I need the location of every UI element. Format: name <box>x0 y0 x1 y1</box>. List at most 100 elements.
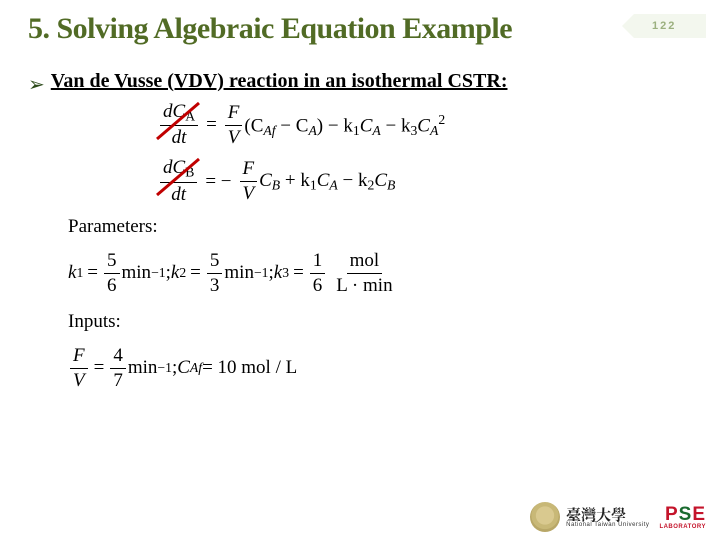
k1-eq: = <box>87 262 98 284</box>
eq1-lhs-fraction: dCA dt <box>160 101 198 149</box>
eq2-k1-sub: 1 <box>310 177 317 192</box>
parameters-label: Parameters: <box>68 216 692 238</box>
k2-unit: min <box>224 262 254 284</box>
eq1-eq-sign: = <box>206 114 217 136</box>
eq2-lhs-den: dt <box>171 184 186 205</box>
fv-val-frac: 4 7 <box>110 345 126 392</box>
eq1-ca-sub2: A <box>372 123 380 138</box>
k1-unit-sup: −1 <box>151 265 166 281</box>
eq2-ca-sub: A <box>329 177 337 192</box>
fv-unit-sup: −1 <box>157 360 172 376</box>
k3-unit-num: mol <box>347 250 383 274</box>
k2-eq: = <box>190 262 201 284</box>
eq1-fv-den: V <box>228 127 240 148</box>
eq2-cb-sub: B <box>272 177 280 192</box>
eq1-lhs-den: dt <box>172 127 187 148</box>
k2-frac: 5 3 <box>207 250 223 297</box>
eq2-cb: C <box>259 170 272 191</box>
eq1-paren-open: (CAf − CA) − k1CA − k3CA2 <box>244 112 445 139</box>
bullet-arrow-icon: ➢ <box>28 72 45 97</box>
eq2-rhs: CB + k1CA − k2CB <box>259 170 395 193</box>
eq1-minus1: − C <box>276 115 309 136</box>
k3-eq: = <box>293 262 304 284</box>
fv-eq: = <box>94 357 105 379</box>
footer: 臺灣大學 National Taiwan University PSE LABO… <box>530 502 706 532</box>
k1-frac: 5 6 <box>104 250 120 297</box>
eq1-lhs-num: dC <box>163 101 185 122</box>
k3-den: 6 <box>310 274 326 297</box>
caf-sym: C <box>177 357 190 379</box>
eq1-fv-fraction: F V <box>225 102 243 149</box>
k2-sym: k <box>171 262 179 284</box>
k1-sym: k <box>68 262 76 284</box>
equations-block: dCA dt = F V (CAf − CA) − k1CA − k3CA2 d… <box>158 101 692 206</box>
ntu-text: 臺灣大學 <box>566 507 649 522</box>
fv-val-den: 7 <box>110 369 126 392</box>
eq2-cb2-sub: B <box>387 177 395 192</box>
bullet-text: Van de Vusse (VDV) reaction in an isothe… <box>51 69 508 94</box>
fv-val-num: 4 <box>110 345 126 369</box>
ntu-text-col: 臺灣大學 National Taiwan University <box>566 507 649 528</box>
eq1-minus2: − k <box>381 115 411 136</box>
eq1-lhs-num-sub: A <box>185 108 195 123</box>
eq2-fv-fraction: F V <box>240 158 258 205</box>
equation-row-2: dCB dt = − F V CB + k1CA − k2CB <box>158 157 692 205</box>
eq1-paren-text1: (C <box>244 115 263 136</box>
eq2-lhs-fraction: dCB dt <box>160 157 197 205</box>
pse-lab: LABORATORY <box>659 524 706 530</box>
eq2-fv-num: F <box>243 158 255 179</box>
caf-val: = 10 mol / L <box>202 357 297 379</box>
eq2-minus: − k <box>338 170 368 191</box>
k1-unit: min <box>122 262 152 284</box>
k2-den: 3 <box>207 274 223 297</box>
fv-frac: F V <box>70 345 88 392</box>
slide-title: 5. Solving Algebraic Equation Example <box>28 12 692 45</box>
k2-sub: 2 <box>179 265 186 281</box>
k3-sym: k <box>274 262 282 284</box>
eq1-caf-sub: Af <box>263 123 275 138</box>
eq1-ca2-sup: 2 <box>438 112 445 127</box>
ntu-block: 臺灣大學 National Taiwan University <box>530 502 649 532</box>
slide: 122 5. Solving Algebraic Equation Exampl… <box>0 0 720 540</box>
eq2-lhs-num-sub: B <box>185 165 194 180</box>
eq2-eq-sign: = − <box>205 171 231 193</box>
eq2-ca: C <box>317 170 330 191</box>
page-number-badge: 122 <box>634 14 706 38</box>
inputs-row: F V = 4 7 min−1 ; CAf = 10 mol / L <box>68 345 692 392</box>
k3-unit-den: L · min <box>333 274 395 297</box>
eq1-fv-num: F <box>228 102 240 123</box>
fv-den: V <box>73 370 85 391</box>
k2-num: 5 <box>207 250 223 274</box>
k3-unit-frac: mol L · min <box>333 250 395 297</box>
page-number: 122 <box>652 20 676 32</box>
inputs-label: Inputs: <box>68 311 692 333</box>
ntu-sub: National Taiwan University <box>566 522 649 528</box>
eq1-k1-sub: 1 <box>353 123 360 138</box>
k3-frac: 1 6 <box>310 250 326 297</box>
k3-num: 1 <box>310 250 326 274</box>
pse-s: S <box>679 504 693 525</box>
eq1-ca2: C <box>417 115 430 136</box>
eq1-ca: C <box>360 115 373 136</box>
pse-letters: PSE <box>665 505 706 524</box>
eq1-ca-sub: A <box>308 123 316 138</box>
caf-sub: Af <box>190 360 202 375</box>
pse-p: P <box>665 504 679 525</box>
eq2-cb2: C <box>374 170 387 191</box>
k1-den: 6 <box>104 274 120 297</box>
k2-unit-sup: −1 <box>254 265 269 281</box>
fv-num: F <box>73 345 85 366</box>
pse-e: E <box>692 504 706 525</box>
eq1-close: ) − k <box>317 115 353 136</box>
pse-block: PSE LABORATORY <box>659 505 706 530</box>
eq2-lhs-num: dC <box>163 157 185 178</box>
eq2-fv-den: V <box>243 183 255 204</box>
fv-unit: min <box>128 357 158 379</box>
eq2-plus: + k <box>280 170 310 191</box>
ntu-seal-icon <box>530 502 560 532</box>
k1-sub: 1 <box>76 265 83 281</box>
k3-sub: 3 <box>282 265 289 281</box>
bullet-row: ➢ Van de Vusse (VDV) reaction in an isot… <box>28 69 692 97</box>
equation-row-1: dCA dt = F V (CAf − CA) − k1CA − k3CA2 <box>158 101 692 149</box>
parameters-row: k1 = 5 6 min−1 ; k2 = 5 3 min−1 ; k3 = 1… <box>68 250 692 297</box>
